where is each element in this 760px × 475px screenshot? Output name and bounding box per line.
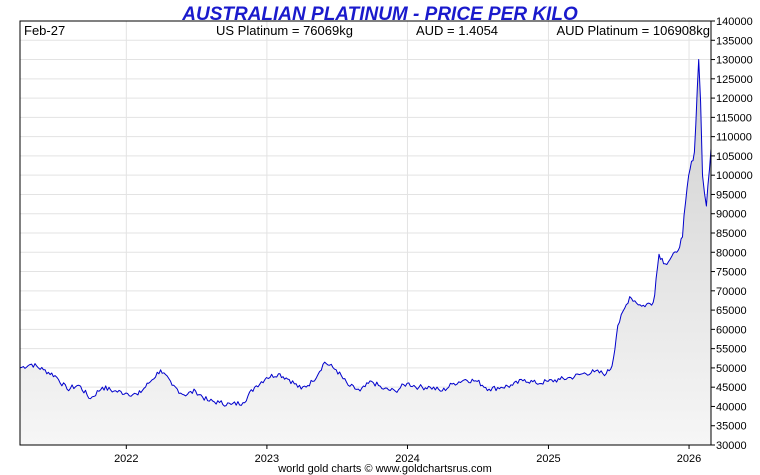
y-tick-label: 60000 xyxy=(716,324,747,336)
y-tick-label: 35000 xyxy=(716,421,747,433)
x-axis: 2022 2023 2024 2025 2026 xyxy=(114,445,701,465)
series-line xyxy=(19,59,712,407)
date-label: Feb-27 xyxy=(24,23,65,38)
y-tick-label: 90000 xyxy=(716,209,747,221)
y-tick-label: 30000 xyxy=(716,440,747,452)
y-tick-label: 55000 xyxy=(716,344,747,356)
y-axis: 30000 35000 40000 45000 50000 55000 60000 65000… xyxy=(711,16,753,452)
y-tick-label: 105000 xyxy=(716,151,753,163)
x-tick-label: 2022 xyxy=(114,453,138,465)
y-tick-label: 80000 xyxy=(716,247,747,259)
y-tick-label: 45000 xyxy=(716,382,747,394)
series-line-layer xyxy=(19,59,712,407)
y-tick-label: 110000 xyxy=(716,132,752,144)
aud-exchange-rate: AUD = 1.4054 xyxy=(416,23,498,38)
y-tick-label: 130000 xyxy=(716,55,753,67)
y-tick-label: 65000 xyxy=(716,305,747,317)
y-tick-label: 50000 xyxy=(716,363,747,375)
y-tick-label: 140000 xyxy=(716,16,753,28)
y-tick-label: 70000 xyxy=(716,286,747,298)
y-tick-label: 75000 xyxy=(716,267,747,279)
aud-platinum-price: AUD Platinum = 106908kg xyxy=(556,23,710,38)
y-tick-label: 135000 xyxy=(716,35,753,47)
source-credit: world gold charts © www.goldchartsrus.co… xyxy=(277,463,492,475)
us-platinum-price: US Platinum = 76069kg xyxy=(216,23,353,38)
series-area-layer xyxy=(20,59,711,445)
y-tick-label: 40000 xyxy=(716,401,747,413)
y-tick-label: 95000 xyxy=(716,189,747,201)
y-tick-label: 120000 xyxy=(716,93,753,105)
y-tick-label: 125000 xyxy=(716,74,753,86)
y-tick-label: 100000 xyxy=(716,170,753,182)
x-tick-label: 2025 xyxy=(536,453,560,465)
chart-title: AUSTRALIAN PLATINUM - PRICE PER KILO xyxy=(181,4,578,25)
series-area xyxy=(20,59,711,445)
x-tick-label: 2026 xyxy=(677,453,701,465)
x-tick-label: 2023 xyxy=(255,453,279,465)
y-tick-label: 115000 xyxy=(716,112,752,124)
x-tick-label: 2024 xyxy=(395,453,419,465)
y-tick-label: 85000 xyxy=(716,228,747,240)
